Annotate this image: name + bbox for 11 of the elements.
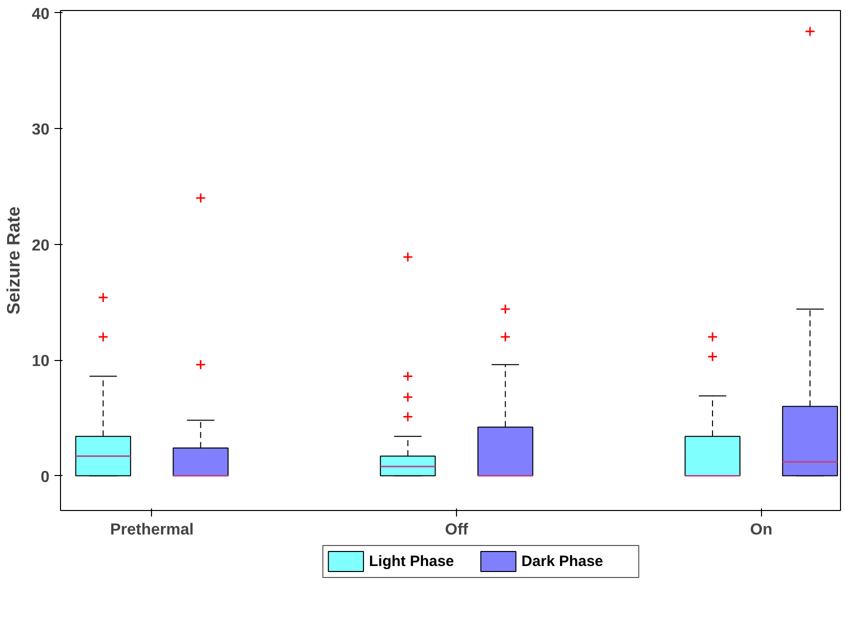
y-tick-label: 20 <box>32 237 50 254</box>
y-tick-label: 10 <box>32 353 50 370</box>
y-axis-title: Seizure Rate <box>4 206 24 315</box>
x-tick-label: Off <box>445 522 469 538</box>
y-tick-label: 30 <box>32 122 50 139</box>
legend-label: Dark Phase <box>521 553 604 570</box>
x-tick-label: Prethermal <box>110 522 194 538</box>
y-tick-label: 0 <box>40 468 50 486</box>
y-tick-label: 40 <box>32 6 50 23</box>
legend-label: Light Phase <box>369 553 454 570</box>
x-tick-label: On <box>750 522 772 538</box>
